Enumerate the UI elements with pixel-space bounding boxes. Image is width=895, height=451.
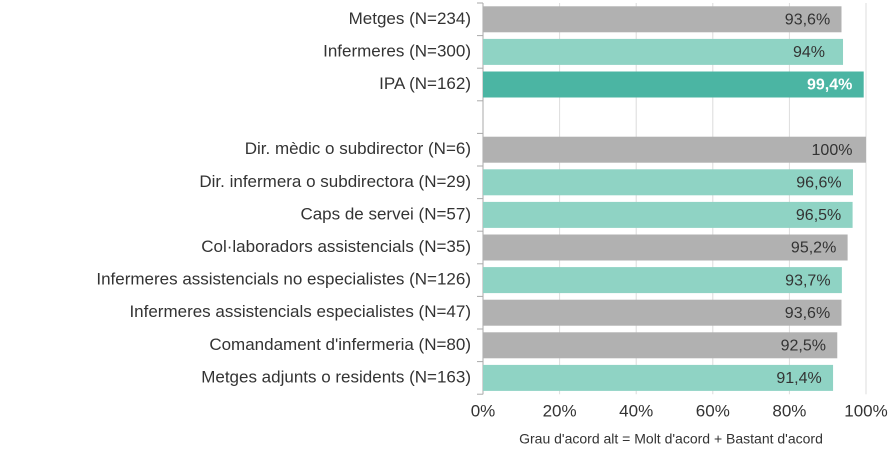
y-tick-label: Dir. infermera o subdirectora (N=29) (199, 172, 471, 191)
x-tick-label: 60% (696, 401, 730, 420)
x-tick-label: 80% (772, 401, 806, 420)
y-tick-label: Infermeres assistencials especialistes (… (129, 302, 471, 321)
bar (483, 299, 842, 326)
bar (483, 332, 838, 359)
value-label: 96,5% (796, 207, 841, 224)
x-tick-label: 20% (543, 401, 577, 420)
bar (483, 267, 842, 294)
y-tick-label: Comandament d'infermeria (N=80) (209, 335, 471, 354)
bar (483, 6, 842, 33)
y-tick-label: Caps de servei (N=57) (300, 204, 471, 223)
bar (483, 38, 844, 65)
value-label: 100% (812, 142, 853, 159)
x-tick-label: 40% (619, 401, 653, 420)
bar (483, 169, 853, 196)
bar (483, 136, 866, 163)
value-label: 96,6% (796, 175, 841, 192)
value-label: 93,6% (785, 12, 830, 29)
bar (483, 234, 848, 261)
bar (483, 201, 853, 228)
y-tick-label: IPA (N=162) (379, 74, 471, 93)
y-tick-label: Col·laboradors assistencials (N=35) (201, 237, 471, 256)
x-axis-title: Grau d'acord alt = Molt d'acord + Bastan… (519, 431, 823, 447)
y-tick-label: Metges adjunts o residents (N=163) (201, 367, 471, 386)
bar (483, 71, 864, 98)
value-label: 95,2% (791, 240, 836, 257)
y-tick-label: Infermeres (N=300) (323, 41, 471, 60)
y-tick-label: Metges (N=234) (349, 9, 471, 28)
y-tick-label: Infermeres assistencials no especialiste… (96, 270, 471, 289)
value-label: 92,5% (781, 338, 826, 355)
y-tick-label: Dir. mèdic o subdirector (N=6) (245, 139, 471, 158)
value-label: 93,7% (785, 272, 830, 289)
value-label: 91,4% (776, 370, 821, 387)
value-label: 99,4% (807, 77, 852, 94)
bar (483, 364, 834, 391)
value-label: 93,6% (785, 305, 830, 322)
value-label: 94% (793, 44, 825, 61)
x-tick-label: 0% (471, 401, 496, 420)
x-tick-label: 100% (844, 401, 887, 420)
